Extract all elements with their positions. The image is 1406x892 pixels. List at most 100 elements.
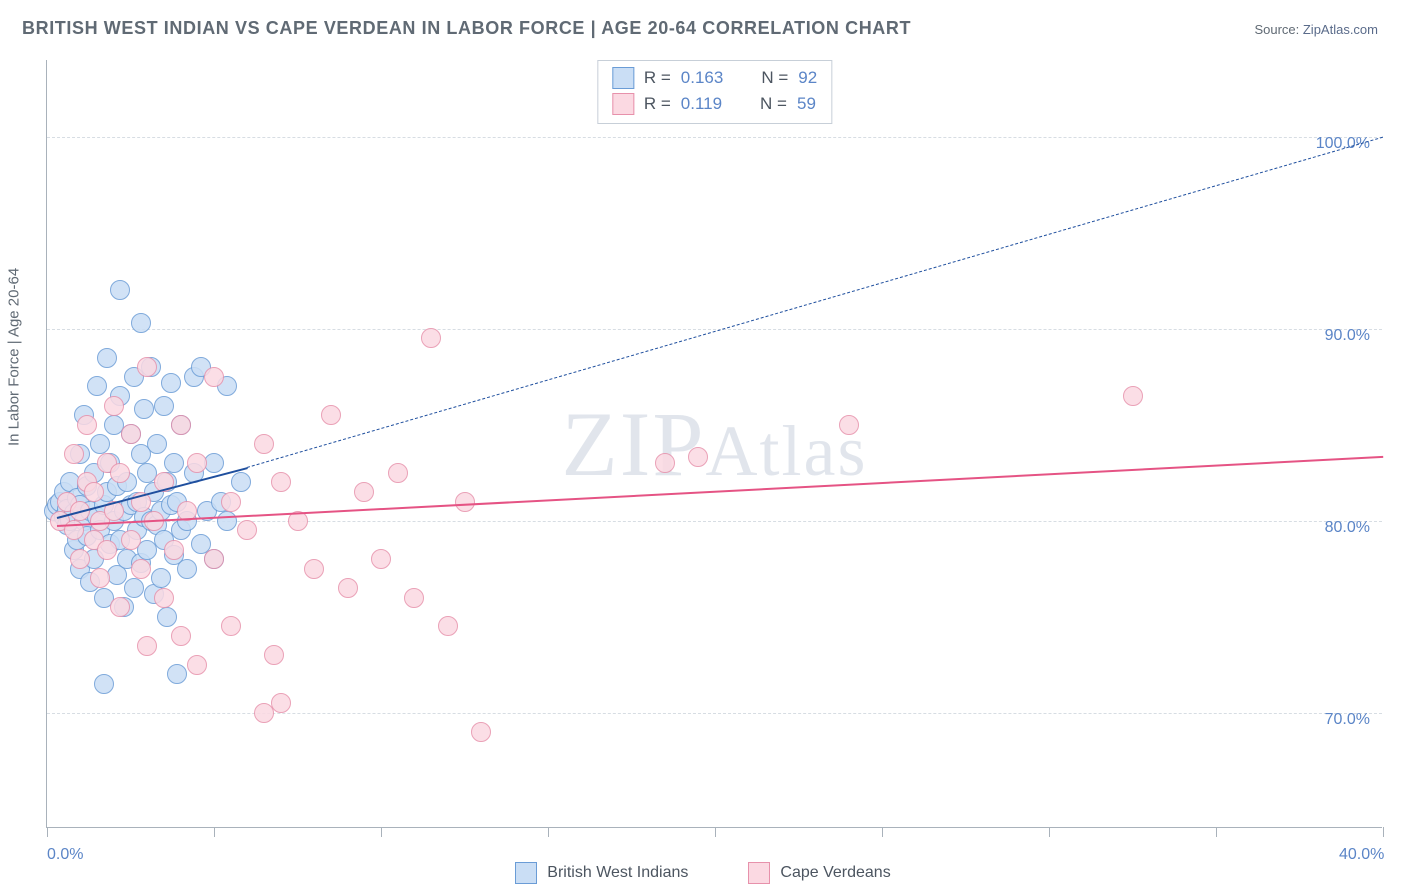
data-point-cv xyxy=(164,540,184,560)
data-point-cv xyxy=(64,444,84,464)
data-point-cv xyxy=(354,482,374,502)
gridline-h xyxy=(47,137,1382,138)
x-tick xyxy=(1049,827,1050,837)
data-point-cv xyxy=(254,434,274,454)
data-point-bwi xyxy=(231,472,251,492)
data-point-cv xyxy=(264,645,284,665)
data-point-bwi xyxy=(110,280,130,300)
data-point-cv xyxy=(421,328,441,348)
data-point-cv xyxy=(404,588,424,608)
data-point-cv xyxy=(131,559,151,579)
data-point-bwi xyxy=(124,578,144,598)
r-label: R = xyxy=(644,68,671,88)
legend-item-cv: Cape Verdeans xyxy=(748,862,890,884)
r-value: 0.163 xyxy=(681,68,724,88)
r-value: 0.119 xyxy=(681,94,722,114)
legend-label: British West Indians xyxy=(547,864,688,882)
stats-row-bwi: R = 0.163 N = 92 xyxy=(612,65,817,91)
data-point-cv xyxy=(221,616,241,636)
data-point-cv xyxy=(338,578,358,598)
x-tick xyxy=(715,827,716,837)
data-point-cv xyxy=(221,492,241,512)
x-tick xyxy=(1216,827,1217,837)
data-point-bwi xyxy=(134,399,154,419)
n-label: N = xyxy=(760,94,787,114)
y-tick-label: 90.0% xyxy=(1325,327,1370,345)
watermark: ZIPAtlas xyxy=(562,391,868,497)
trendline-solid xyxy=(57,456,1383,527)
data-point-cv xyxy=(104,396,124,416)
data-point-cv xyxy=(110,463,130,483)
data-point-cv xyxy=(171,626,191,646)
data-point-cv xyxy=(271,472,291,492)
data-point-cv xyxy=(455,492,475,512)
data-point-cv xyxy=(1123,386,1143,406)
data-point-cv xyxy=(388,463,408,483)
data-point-cv xyxy=(839,415,859,435)
data-point-bwi xyxy=(161,373,181,393)
gridline-h xyxy=(47,713,1382,714)
legend-swatch xyxy=(612,93,634,115)
data-point-cv xyxy=(187,655,207,675)
x-tick xyxy=(47,827,48,837)
x-tick xyxy=(1383,827,1384,837)
data-point-cv xyxy=(137,357,157,377)
data-point-bwi xyxy=(87,376,107,396)
y-axis-title: In Labor Force | Age 20-64 xyxy=(6,268,23,446)
n-label: N = xyxy=(761,68,788,88)
y-tick-label: 70.0% xyxy=(1325,711,1370,729)
legend-item-bwi: British West Indians xyxy=(515,862,688,884)
data-point-cv xyxy=(371,549,391,569)
data-point-bwi xyxy=(217,511,237,531)
data-point-bwi xyxy=(147,434,167,454)
data-point-cv xyxy=(171,415,191,435)
data-point-bwi xyxy=(131,313,151,333)
data-point-cv xyxy=(688,447,708,467)
data-point-cv xyxy=(121,424,141,444)
data-point-bwi xyxy=(90,434,110,454)
data-point-cv xyxy=(321,405,341,425)
plot-area: ZIPAtlas R = 0.163 N = 92 R = 0.119 N = 59 70.0… xyxy=(46,60,1382,828)
stats-row-cv: R = 0.119 N = 59 xyxy=(612,91,817,117)
source-link[interactable]: ZipAtlas.com xyxy=(1303,22,1378,37)
data-point-cv xyxy=(137,636,157,656)
r-label: R = xyxy=(644,94,671,114)
data-point-cv xyxy=(655,453,675,473)
chart-container: BRITISH WEST INDIAN VS CAPE VERDEAN IN L… xyxy=(0,0,1406,892)
n-value: 92 xyxy=(798,68,817,88)
data-point-cv xyxy=(70,549,90,569)
data-point-bwi xyxy=(154,396,174,416)
legend-swatch xyxy=(748,862,770,884)
x-tick xyxy=(548,827,549,837)
x-tick xyxy=(882,827,883,837)
data-point-bwi xyxy=(151,568,171,588)
data-point-cv xyxy=(304,559,324,579)
data-point-bwi xyxy=(97,348,117,368)
data-point-bwi xyxy=(177,559,197,579)
data-point-cv xyxy=(471,722,491,742)
data-point-cv xyxy=(121,530,141,550)
data-point-cv xyxy=(271,693,291,713)
legend-swatch xyxy=(515,862,537,884)
legend-label: Cape Verdeans xyxy=(780,864,890,882)
legend-swatch xyxy=(612,67,634,89)
x-tick xyxy=(381,827,382,837)
data-point-cv xyxy=(110,597,130,617)
data-point-cv xyxy=(438,616,458,636)
data-point-bwi xyxy=(94,674,114,694)
data-point-cv xyxy=(84,482,104,502)
data-point-cv xyxy=(154,588,174,608)
gridline-h xyxy=(47,329,1382,330)
data-point-cv xyxy=(237,520,257,540)
data-point-cv xyxy=(204,549,224,569)
data-point-bwi xyxy=(164,453,184,473)
x-tick xyxy=(214,827,215,837)
data-point-cv xyxy=(97,540,117,560)
y-tick-label: 80.0% xyxy=(1325,519,1370,537)
trendline-dashed xyxy=(247,137,1383,468)
bottom-legend: British West Indians Cape Verdeans xyxy=(0,862,1406,884)
data-point-bwi xyxy=(157,607,177,627)
n-value: 59 xyxy=(797,94,816,114)
data-point-cv xyxy=(77,415,97,435)
source-label: Source: ZipAtlas.com xyxy=(1254,22,1378,37)
